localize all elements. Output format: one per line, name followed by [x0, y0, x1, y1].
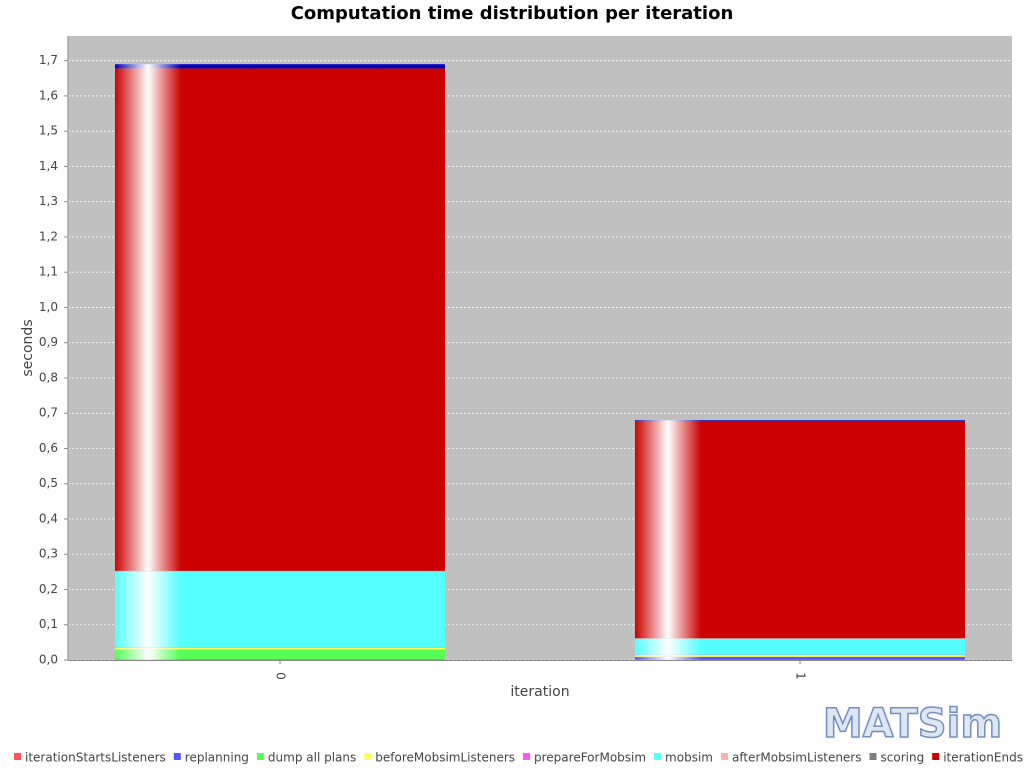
legend-swatch: [869, 753, 877, 760]
y-tick-label: 1,2: [39, 229, 58, 243]
y-tick-label: 0,1: [39, 617, 58, 631]
legend-label: replanning: [185, 751, 249, 765]
y-tick-label: 1,0: [39, 300, 58, 314]
y-tick-label: 0,3: [39, 547, 58, 561]
y-tick-label: 1,7: [39, 53, 58, 67]
bar-segment: [115, 64, 445, 69]
y-tick-label: 0,2: [39, 582, 58, 596]
legend-label: prepareForMobsim: [534, 751, 646, 765]
bar-segment: [115, 571, 445, 572]
legend-label: mobsim: [665, 751, 713, 765]
bar-segment: [115, 68, 445, 571]
legend-swatch: [14, 753, 21, 760]
legend-swatch: [720, 753, 728, 760]
y-tick-label: 1,1: [39, 265, 58, 279]
y-tick-label: 0,8: [39, 370, 58, 384]
legend-label: afterMobsimListeners: [732, 751, 862, 765]
bar-segment: [635, 421, 965, 639]
logo: MATSim: [823, 701, 1002, 747]
legend-label: iterationStartsListeners: [25, 751, 166, 765]
y-tick-label: 0,9: [39, 335, 58, 349]
bar-segment: [635, 638, 965, 655]
bar-segment: [635, 655, 965, 657]
legend-swatch: [654, 753, 662, 760]
x-tick-label: 1: [794, 672, 808, 680]
legend-label: scoring: [881, 751, 925, 765]
y-tick-label: 0,0: [39, 653, 58, 667]
legend-swatch: [523, 753, 531, 760]
bar-segment: [635, 420, 965, 422]
y-tick-label: 0,5: [39, 476, 58, 490]
bar-segment: [635, 656, 965, 660]
legend-label: iterationEndsListeners: [943, 751, 1024, 765]
legend-swatch: [173, 753, 181, 760]
x-tick-label: 0: [274, 672, 288, 680]
y-tick-label: 0,4: [39, 511, 58, 525]
y-tick-label: 1,6: [39, 88, 58, 102]
y-tick-label: 1,4: [39, 159, 58, 173]
legend-label: dump all plans: [268, 751, 356, 765]
legend-swatch: [364, 753, 372, 760]
x-axis-label: iteration: [510, 684, 569, 700]
legend-label: beforeMobsimListeners: [375, 751, 515, 765]
y-axis-label: seconds: [20, 319, 36, 376]
y-tick-label: 1,5: [39, 124, 58, 138]
bar-segment: [115, 649, 445, 660]
legend-swatch: [256, 753, 264, 760]
y-tick-label: 1,3: [39, 194, 58, 208]
bar-segment: [115, 571, 445, 648]
y-tick-label: 0,6: [39, 441, 58, 455]
y-tick-label: 0,7: [39, 406, 58, 420]
legend-swatch: [932, 753, 940, 760]
bar-segment: [115, 647, 445, 650]
chart-title: Computation time distribution per iterat…: [291, 3, 734, 24]
